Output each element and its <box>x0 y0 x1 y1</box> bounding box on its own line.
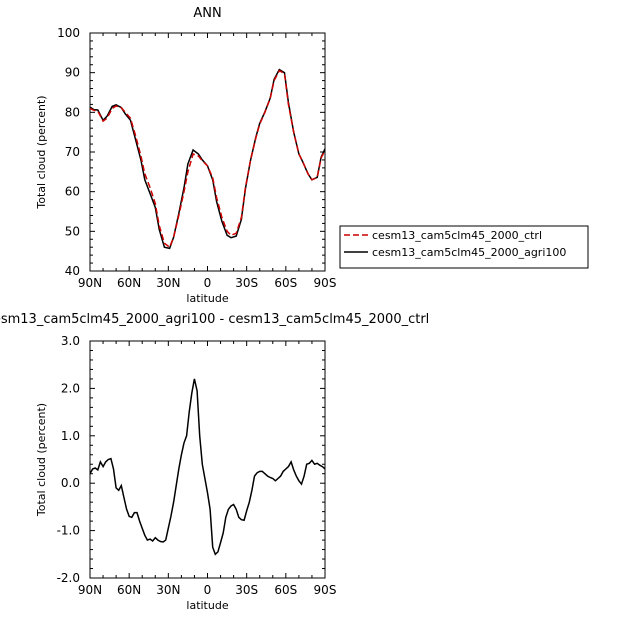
top-chart-title: ANN <box>193 6 221 21</box>
bottom-plot-frame <box>89 340 326 579</box>
top-x-tick-label: 0 <box>204 276 212 290</box>
top-y-tick-label: 60 <box>65 185 80 199</box>
bottom-y-tick-label: 2.0 <box>61 381 80 395</box>
bottom-x-tick-label: 60N <box>117 583 141 597</box>
bottom-x-tick-label: 0 <box>204 583 212 597</box>
bottom-chart-title: cesm13_cam5clm45_2000_agri100 - cesm13_c… <box>0 312 429 327</box>
top-x-tick-label: 60N <box>117 276 141 290</box>
top-plot-frame <box>89 32 326 272</box>
bottom-chart: cesm13_cam5clm45_2000_agri100 - cesm13_c… <box>0 312 429 612</box>
bottom-x-tick-label: 90S <box>314 583 337 597</box>
legend-label-1: cesm13_cam5clm45_2000_agri100 <box>372 246 566 259</box>
bottom-y-tick-label: 1.0 <box>61 429 80 443</box>
top-y-tick-label: 80 <box>65 105 80 119</box>
bottom-y-tick-label: -1.0 <box>57 524 80 538</box>
top-chart: ANN 90N 60N 30N 0 30S 60S 90S 40 50 60 70 80 90 100 lat… <box>35 6 336 305</box>
top-x-tick-label: 90S <box>314 276 337 290</box>
bottom-x-tick-label: 30N <box>156 583 180 597</box>
top-x-axis-label: latitude <box>186 292 228 305</box>
legend: cesm13_cam5clm45_2000_ctrl cesm13_cam5clm… <box>339 225 589 269</box>
top-y-tick-label: 50 <box>65 224 80 238</box>
bottom-y-axis-label: Total cloud (percent) <box>35 403 48 517</box>
bottom-x-tick-label: 30S <box>235 583 258 597</box>
top-series-line-1 <box>90 68 325 250</box>
top-series-line-0 <box>90 69 325 249</box>
bottom-y-tick-label: 0.0 <box>61 476 80 490</box>
top-y-tick-label: 70 <box>65 145 80 159</box>
bottom-x-tick-label: 90N <box>78 583 102 597</box>
legend-label-0: cesm13_cam5clm45_2000_ctrl <box>372 229 542 242</box>
bottom-y-tick-label: -2.0 <box>57 571 80 585</box>
bottom-series-line-0 <box>90 378 325 556</box>
bottom-x-tick-label: 60S <box>274 583 297 597</box>
top-y-axis-label: Total cloud (percent) <box>35 95 48 209</box>
top-x-tick-label: 30N <box>156 276 180 290</box>
top-y-tick-label: 100 <box>57 26 80 40</box>
bottom-x-axis-label: latitude <box>186 599 228 612</box>
top-x-tick-label: 30S <box>235 276 258 290</box>
top-x-tick-label: 60S <box>274 276 297 290</box>
top-y-tick-label: 90 <box>65 66 80 80</box>
legend-box <box>339 225 589 269</box>
bottom-y-tick-label: 3.0 <box>61 334 80 348</box>
top-y-tick-label: 40 <box>65 264 80 278</box>
top-x-tick-label: 90N <box>78 276 102 290</box>
